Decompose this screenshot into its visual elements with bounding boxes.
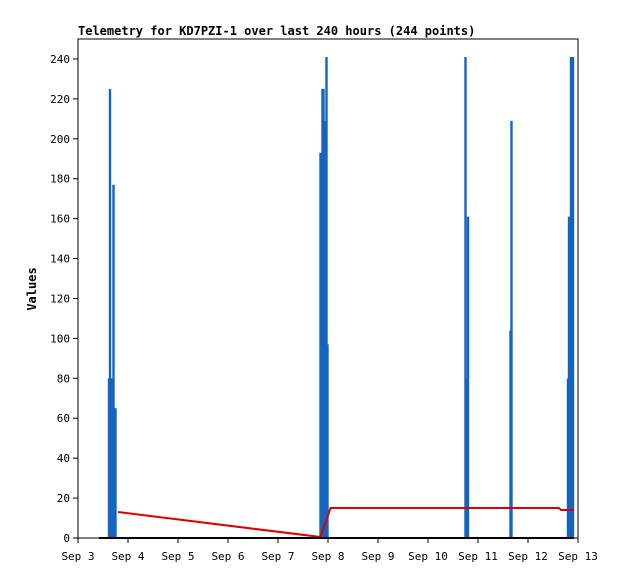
x-tick-label: Sep 6 (211, 550, 244, 563)
series-layer (99, 56, 575, 539)
y-tick-label: 60 (57, 412, 70, 425)
y-tick-label: 0 (63, 532, 70, 545)
y-tick-label: 40 (57, 452, 70, 465)
x-tick-label: Sep 4 (111, 550, 144, 563)
y-tick-label: 120 (50, 292, 70, 305)
y-tick-label: 220 (50, 93, 70, 106)
x-tick-label: Sep 10 (408, 550, 448, 563)
y-axis-label: Values (25, 267, 39, 310)
y-tick-label: 140 (50, 253, 70, 266)
x-tick-label: Sep 9 (361, 550, 394, 563)
y-tick-label: 240 (50, 53, 70, 66)
x-tick-label: Sep 11 (458, 550, 498, 563)
y-tick-label: 200 (50, 133, 70, 146)
x-tick-label: Sep 8 (311, 550, 344, 563)
x-tick-label: Sep 5 (161, 550, 194, 563)
x-tick-label: Sep 13 (558, 550, 598, 563)
chart-title: Telemetry for KD7PZI-1 over last 240 hou… (78, 24, 475, 38)
x-axis: Sep 3 Sep 4 Sep 5 Sep 6 Sep 7 Sep 8 Sep 9 Sep 1… (61, 538, 598, 563)
y-tick-label: 20 (57, 492, 70, 505)
x-tick-label: Sep 12 (508, 550, 548, 563)
y-tick-label: 100 (50, 332, 70, 345)
x-tick-label: Sep 7 (261, 550, 294, 563)
y-axis: 0 20 40 60 80 100 120 140 160 180 200 220 240 (50, 53, 78, 545)
series-line-1 (117, 507, 574, 539)
y-tick-label: 180 (50, 173, 70, 186)
x-tick-label: Sep 3 (61, 550, 94, 563)
y-tick-label: 80 (57, 372, 70, 385)
y-tick-label: 160 (50, 213, 70, 226)
